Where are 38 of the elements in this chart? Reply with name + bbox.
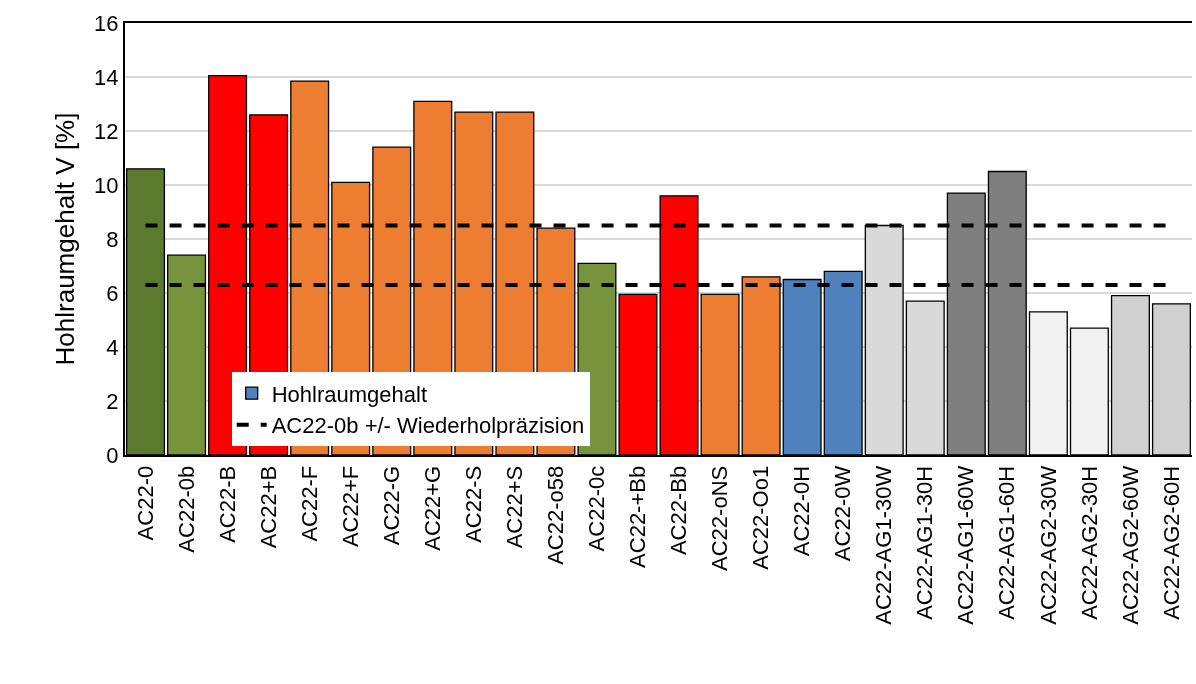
x-tick-label: AC22-0 <box>132 465 158 541</box>
x-tick-label: AC22+F <box>337 465 363 548</box>
x-tick-label: AC22-G <box>378 465 404 546</box>
y-tick-label: 14 <box>94 64 119 90</box>
x-tick-label: AC22-oNS <box>707 465 733 571</box>
legend-label: Hohlraumgehalt <box>271 381 428 407</box>
x-tick-label: AC22-+Bb <box>625 465 651 568</box>
x-tick-label: AC22+G <box>419 465 445 551</box>
y-tick-label: 4 <box>106 334 119 360</box>
x-tick-label: AC22+S <box>502 465 528 549</box>
x-tick-label: AC22-AG1-60H <box>994 465 1020 620</box>
legend-label: AC22-0b +/- Wiederholpräzision <box>271 413 585 439</box>
x-tick-label: AC22-Bb <box>666 465 692 556</box>
x-tick-label: AC22-S <box>460 465 486 543</box>
x-tick-label: AC22-B <box>214 465 240 543</box>
x-tick-label: AC22-o58 <box>543 465 569 565</box>
y-axis-title: Hohlraumgehalt V [%] <box>50 112 81 366</box>
x-tick-label: AC22-AG2-60H <box>1158 465 1184 620</box>
x-tick-label: AC22-0W <box>830 465 856 562</box>
y-tick-label: 0 <box>106 442 119 468</box>
y-tick-label: 10 <box>94 172 119 198</box>
x-tick-label: AC22-0H <box>789 465 815 557</box>
x-tick-label: AC22+B <box>255 465 281 549</box>
y-tick-label: 2 <box>106 388 119 414</box>
x-tick-label: AC22-AG1-60W <box>953 465 979 625</box>
x-tick-label: AC22-AG2-30H <box>1076 465 1102 620</box>
x-tick-label: AC22-Oo1 <box>748 465 774 570</box>
x-tick-label: AC22-0c <box>584 465 610 552</box>
x-tick-label: AC22-AG2-30W <box>1035 465 1061 625</box>
x-tick-label: AC22-AG1-30W <box>871 465 897 625</box>
y-tick-label: 12 <box>94 118 119 144</box>
x-tick-label: AC22-AG1-30H <box>912 465 938 620</box>
y-tick-label: 16 <box>94 10 119 36</box>
x-tick-label: AC22-0b <box>173 465 199 553</box>
x-tick-label: AC22-AG2-60W <box>1117 465 1143 625</box>
y-tick-label: 8 <box>106 226 119 252</box>
x-tick-label: AC22-F <box>296 465 322 542</box>
y-tick-label: 6 <box>106 280 119 306</box>
